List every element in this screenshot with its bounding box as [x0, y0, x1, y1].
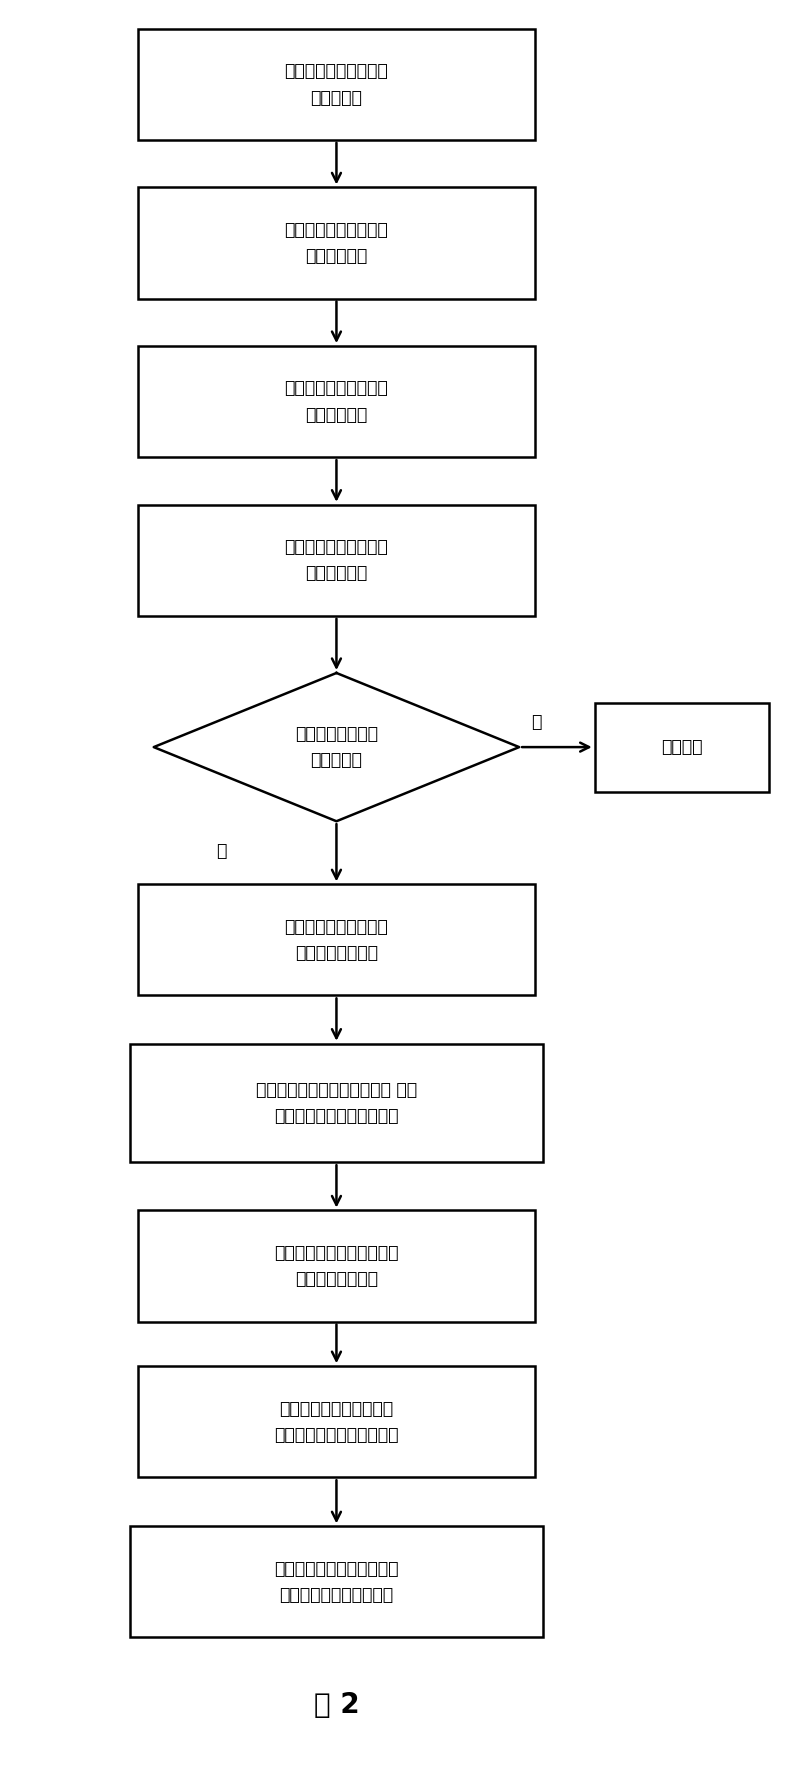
Text: 是: 是: [216, 843, 226, 860]
Text: 图 2: 图 2: [314, 1690, 359, 1719]
Bar: [138, 1211, 535, 1322]
Bar: [130, 1044, 543, 1163]
Bar: [138, 28, 535, 140]
Text: 否: 否: [531, 713, 542, 731]
Text: 多模移动台某个网
络模式离线: 多模移动台某个网 络模式离线: [295, 726, 378, 770]
Text: 每个网络模块通知主控
模块其状态的改变: 每个网络模块通知主控 模块其状态的改变: [285, 917, 388, 963]
Bar: [138, 885, 535, 995]
Text: 终端记录网络反馈状态，网
络侧扩展状态更新成功。: 终端记录网络反馈状态，网 络侧扩展状态更新成功。: [274, 1559, 398, 1604]
Bar: [138, 188, 535, 299]
Text: 网络侧向手机发送扩展业
务更新成功消息，终端收到: 网络侧向手机发送扩展业 务更新成功消息，终端收到: [274, 1400, 398, 1444]
Text: 扩展网络中的移动终端
状态数据库: 扩展网络中的移动终端 状态数据库: [285, 62, 388, 106]
Text: 当前的协议模块向网络测上报 其它
模块的状态和对应网络标识: 当前的协议模块向网络测上报 其它 模块的状态和对应网络标识: [256, 1081, 417, 1126]
Text: 网络侧收到后，向移动终端
发送接收指令消息: 网络侧收到后，向移动终端 发送接收指令消息: [274, 1244, 398, 1289]
Bar: [138, 345, 535, 457]
Bar: [138, 1366, 535, 1478]
Text: 移动终端增加扩展业务
状态上报信令: 移动终端增加扩展业务 状态上报信令: [285, 379, 388, 423]
Polygon shape: [154, 673, 519, 821]
Bar: [594, 703, 770, 791]
Text: 扩展移动终端网络业务
协商上报类型: 扩展移动终端网络业务 协商上报类型: [285, 221, 388, 266]
Text: 网络增加移动终端呼叫
状态更新处理: 网络增加移动终端呼叫 状态更新处理: [285, 538, 388, 582]
Text: 正常状态: 正常状态: [662, 738, 702, 756]
Bar: [130, 1526, 543, 1637]
Bar: [138, 504, 535, 616]
